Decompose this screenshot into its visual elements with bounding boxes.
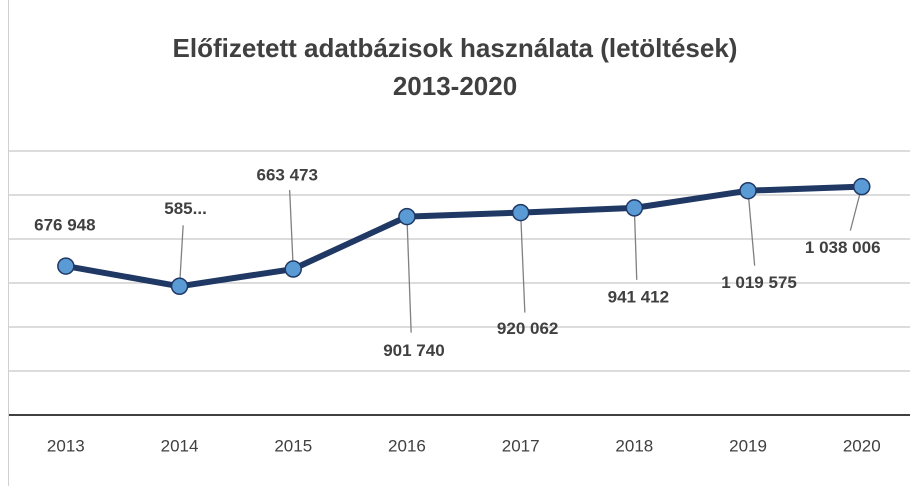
x-tick-label: 2013: [47, 436, 85, 455]
x-tick-label: 2018: [615, 436, 653, 455]
data-label: 585...: [164, 199, 207, 218]
data-labels: 676 948 585... 663 473 901 740 920 062 941 41…: [34, 166, 880, 361]
data-label: 941 412: [608, 287, 669, 306]
data-label: 676 948: [34, 216, 95, 235]
line: [65, 183, 862, 290]
x-tick-label: 2017: [502, 436, 540, 455]
x-tick-label: 2020: [843, 436, 881, 455]
marker: [284, 260, 302, 278]
chart-title: 2013-2020: [393, 71, 517, 101]
data-label: 901 740: [383, 341, 444, 360]
marker: [739, 181, 757, 200]
marker: [625, 199, 644, 217]
x-axis: 2013 2014 2015 2016 2017 2018 2019 2020: [47, 436, 881, 455]
leader-line: [289, 190, 294, 270]
marker: [511, 203, 530, 222]
x-tick-label: 2015: [274, 436, 312, 455]
marker: [57, 257, 75, 275]
grid: [9, 150, 910, 416]
leader-line: [747, 190, 756, 266]
x-tick-label: 2019: [729, 436, 767, 455]
marker: [398, 207, 416, 226]
leader-line: [406, 216, 412, 333]
data-label: 1 019 575: [721, 273, 797, 292]
marker: [853, 177, 871, 196]
leader-line: [520, 212, 526, 313]
x-tick-label: 2016: [388, 436, 426, 455]
data-label: 663 473: [257, 166, 318, 185]
leader-line: [178, 225, 184, 287]
chart-title: Előfizetett adatbázisok használata (letö…: [173, 33, 738, 63]
marker: [170, 277, 189, 296]
series: [57, 177, 871, 296]
leader-lines: [178, 186, 863, 333]
leader-line: [633, 207, 638, 280]
data-label: 1 038 006: [805, 238, 881, 257]
data-label: 920 062: [497, 319, 558, 338]
x-tick-label: 2014: [161, 436, 199, 455]
